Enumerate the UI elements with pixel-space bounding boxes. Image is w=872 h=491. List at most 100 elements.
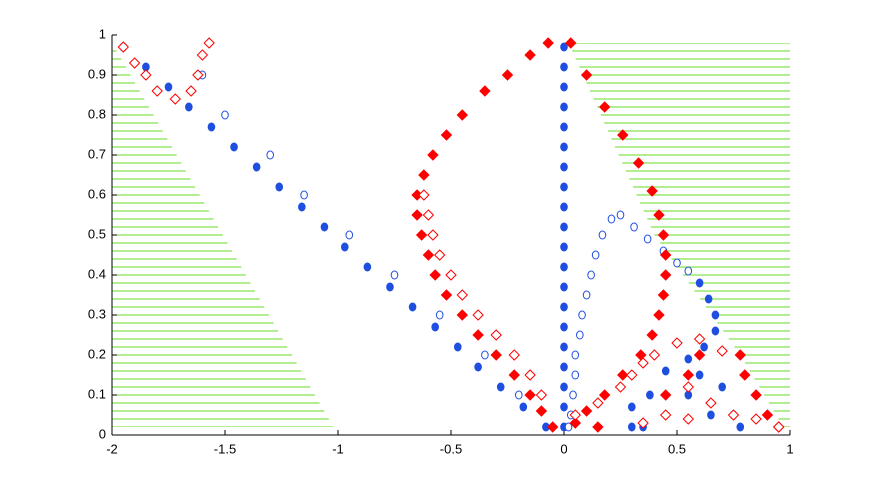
circle-marker bbox=[560, 122, 568, 132]
circle-marker bbox=[700, 342, 708, 352]
diamond-marker bbox=[490, 329, 502, 341]
diamond-marker bbox=[422, 249, 435, 261]
diamond-marker bbox=[626, 369, 638, 381]
diamond-marker bbox=[750, 413, 762, 425]
y-tick-label: 0.6 bbox=[88, 186, 106, 201]
diamond-marker bbox=[418, 169, 430, 181]
circle-marker bbox=[587, 270, 595, 280]
diamond-marker bbox=[128, 57, 141, 69]
circle-marker bbox=[571, 370, 580, 380]
x-tick-label: -1.5 bbox=[214, 441, 236, 456]
diamond-marker bbox=[427, 229, 439, 241]
circle-marker bbox=[560, 402, 568, 412]
circle-marker bbox=[569, 390, 577, 400]
circle-marker bbox=[164, 82, 173, 92]
diamond-marker bbox=[508, 349, 520, 361]
circle-marker bbox=[560, 342, 568, 352]
circle-marker bbox=[736, 422, 745, 432]
circle-marker bbox=[453, 342, 462, 352]
circle-marker bbox=[560, 242, 568, 252]
circle-marker bbox=[560, 282, 568, 292]
diamond-marker bbox=[598, 101, 611, 113]
circle-marker bbox=[560, 262, 568, 272]
circle-marker bbox=[628, 402, 636, 412]
y-tick-label: 1 bbox=[99, 26, 106, 41]
diamond-marker bbox=[646, 329, 658, 341]
diamond-marker bbox=[592, 397, 604, 409]
circle-marker bbox=[275, 182, 284, 192]
diamond-marker bbox=[140, 69, 152, 81]
diamond-marker bbox=[565, 37, 577, 49]
circle-marker bbox=[591, 250, 600, 260]
circle-marker bbox=[481, 350, 489, 360]
circle-marker bbox=[704, 294, 713, 304]
diamond-marker bbox=[433, 249, 446, 261]
y-tick-label: 0.3 bbox=[88, 306, 106, 321]
diamond-marker bbox=[671, 337, 683, 349]
circle-marker bbox=[578, 310, 586, 320]
diamond-marker bbox=[456, 109, 469, 121]
diamond-marker bbox=[524, 369, 536, 381]
diamond-marker bbox=[617, 369, 629, 381]
diamond-marker bbox=[569, 417, 582, 429]
diamond-marker bbox=[646, 185, 658, 197]
diamond-marker bbox=[192, 69, 204, 81]
diamond-marker bbox=[169, 93, 181, 105]
diamond-marker bbox=[580, 69, 593, 81]
x-tick-label: 0.5 bbox=[668, 441, 686, 456]
circle-marker bbox=[560, 142, 568, 152]
diamond-marker bbox=[429, 269, 441, 281]
circle-marker bbox=[560, 322, 568, 332]
x-tick-label: 1 bbox=[786, 441, 793, 456]
diamond-marker bbox=[772, 421, 785, 433]
diamond-marker bbox=[456, 289, 469, 301]
diamond-marker bbox=[659, 389, 672, 401]
circle-marker bbox=[646, 390, 654, 400]
diamond-marker bbox=[659, 249, 672, 261]
circle-marker bbox=[252, 162, 261, 172]
y-tick-label: 0.2 bbox=[88, 346, 106, 361]
y-tick-label: 0.9 bbox=[88, 66, 106, 81]
diamond-marker bbox=[472, 329, 484, 341]
diamond-marker bbox=[716, 345, 728, 357]
diamond-marker bbox=[418, 189, 430, 201]
circle-marker bbox=[630, 222, 638, 232]
circle-marker bbox=[576, 330, 584, 340]
circle-marker bbox=[560, 82, 568, 92]
circle-marker bbox=[564, 422, 573, 432]
diamond-marker bbox=[632, 157, 645, 169]
diamond-marker bbox=[580, 405, 593, 417]
circle-marker bbox=[340, 242, 349, 252]
circle-marker bbox=[560, 102, 568, 112]
x-tick-label: -0.5 bbox=[440, 441, 462, 456]
circle-marker bbox=[185, 102, 193, 112]
x-tick-label: -2 bbox=[106, 441, 118, 456]
diamond-marker bbox=[693, 333, 706, 345]
diamond-marker bbox=[657, 289, 670, 301]
diamond-marker bbox=[508, 369, 520, 381]
diamond-marker bbox=[440, 129, 453, 141]
circle-marker bbox=[684, 354, 693, 364]
diamond-marker bbox=[117, 41, 130, 53]
circle-marker bbox=[707, 410, 715, 420]
diamond-marker bbox=[657, 229, 670, 241]
diamond-marker bbox=[479, 85, 491, 97]
diamond-marker bbox=[546, 421, 559, 433]
circle-marker bbox=[496, 382, 505, 392]
circle-marker bbox=[560, 362, 568, 372]
diamond-marker bbox=[617, 129, 629, 141]
diamond-marker bbox=[203, 37, 215, 49]
y-tick-label: 0.1 bbox=[88, 386, 106, 401]
circle-marker bbox=[582, 290, 591, 300]
y-tick-label: 0.4 bbox=[88, 266, 106, 281]
diamond-marker bbox=[569, 409, 582, 421]
y-tick-label: 0.7 bbox=[88, 146, 106, 161]
diamond-marker bbox=[524, 389, 536, 401]
circle-marker bbox=[386, 282, 394, 292]
diamond-marker bbox=[653, 309, 665, 321]
diamond-marker bbox=[727, 409, 740, 421]
circle-marker bbox=[300, 190, 308, 200]
circle-marker bbox=[718, 382, 727, 392]
x-tick-label: -1 bbox=[332, 441, 344, 456]
circle-marker bbox=[598, 230, 607, 240]
